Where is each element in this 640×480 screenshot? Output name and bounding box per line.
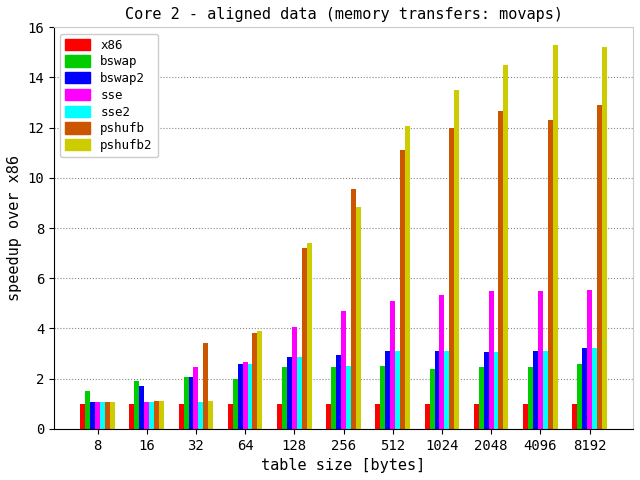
Bar	[144, 402, 149, 429]
Bar	[533, 351, 538, 429]
Bar	[385, 351, 390, 429]
Bar	[159, 401, 164, 429]
Bar	[341, 311, 346, 429]
Bar	[523, 404, 528, 429]
Bar	[449, 128, 454, 429]
Bar	[228, 404, 233, 429]
Bar	[208, 401, 213, 429]
Bar	[435, 351, 440, 429]
Bar	[237, 363, 243, 429]
Bar	[552, 45, 557, 429]
Bar	[572, 404, 577, 429]
Bar	[253, 334, 257, 429]
Y-axis label: speedup over x86: speedup over x86	[7, 155, 22, 301]
Bar	[444, 351, 449, 429]
Bar	[129, 404, 134, 429]
Bar	[326, 404, 332, 429]
X-axis label: table size [bytes]: table size [bytes]	[261, 458, 426, 473]
Bar	[336, 355, 341, 429]
Bar	[376, 404, 380, 429]
Bar	[248, 363, 253, 429]
Bar	[346, 366, 351, 429]
Bar	[134, 381, 140, 429]
Bar	[395, 351, 400, 429]
Bar	[301, 248, 307, 429]
Bar	[80, 404, 85, 429]
Bar	[95, 402, 100, 429]
Bar	[292, 327, 297, 429]
Bar	[243, 362, 248, 429]
Bar	[233, 379, 237, 429]
Bar	[602, 48, 607, 429]
Bar	[597, 105, 602, 429]
Bar	[193, 367, 198, 429]
Bar	[356, 207, 361, 429]
Bar	[85, 391, 90, 429]
Bar	[149, 402, 154, 429]
Bar	[504, 65, 508, 429]
Bar	[100, 402, 105, 429]
Bar	[105, 402, 110, 429]
Bar	[154, 401, 159, 429]
Bar	[282, 367, 287, 429]
Bar	[587, 289, 592, 429]
Bar	[351, 189, 356, 429]
Bar	[528, 367, 533, 429]
Bar	[277, 404, 282, 429]
Bar	[489, 291, 493, 429]
Bar	[390, 301, 395, 429]
Bar	[425, 404, 429, 429]
Bar	[287, 357, 292, 429]
Bar	[400, 150, 405, 429]
Bar	[405, 126, 410, 429]
Bar	[140, 386, 144, 429]
Bar	[577, 363, 582, 429]
Bar	[543, 351, 548, 429]
Bar	[493, 352, 499, 429]
Bar	[332, 367, 336, 429]
Bar	[454, 90, 459, 429]
Bar	[189, 377, 193, 429]
Bar	[484, 352, 489, 429]
Bar	[429, 369, 435, 429]
Bar	[257, 331, 262, 429]
Bar	[198, 402, 204, 429]
Bar	[90, 402, 95, 429]
Bar	[184, 377, 189, 429]
Title: Core 2 - aligned data (memory transfers: movaps): Core 2 - aligned data (memory transfers:…	[125, 7, 563, 22]
Bar	[474, 404, 479, 429]
Legend: x86, bswap, bswap2, sse, sse2, pshufb, pshufb2: x86, bswap, bswap2, sse, sse2, pshufb, p…	[60, 34, 157, 157]
Bar	[380, 366, 385, 429]
Bar	[204, 344, 208, 429]
Bar	[307, 243, 312, 429]
Bar	[479, 367, 484, 429]
Bar	[297, 357, 301, 429]
Bar	[499, 111, 504, 429]
Bar	[548, 120, 552, 429]
Bar	[538, 291, 543, 429]
Bar	[179, 404, 184, 429]
Bar	[440, 295, 444, 429]
Bar	[110, 402, 115, 429]
Bar	[592, 348, 597, 429]
Bar	[582, 348, 587, 429]
